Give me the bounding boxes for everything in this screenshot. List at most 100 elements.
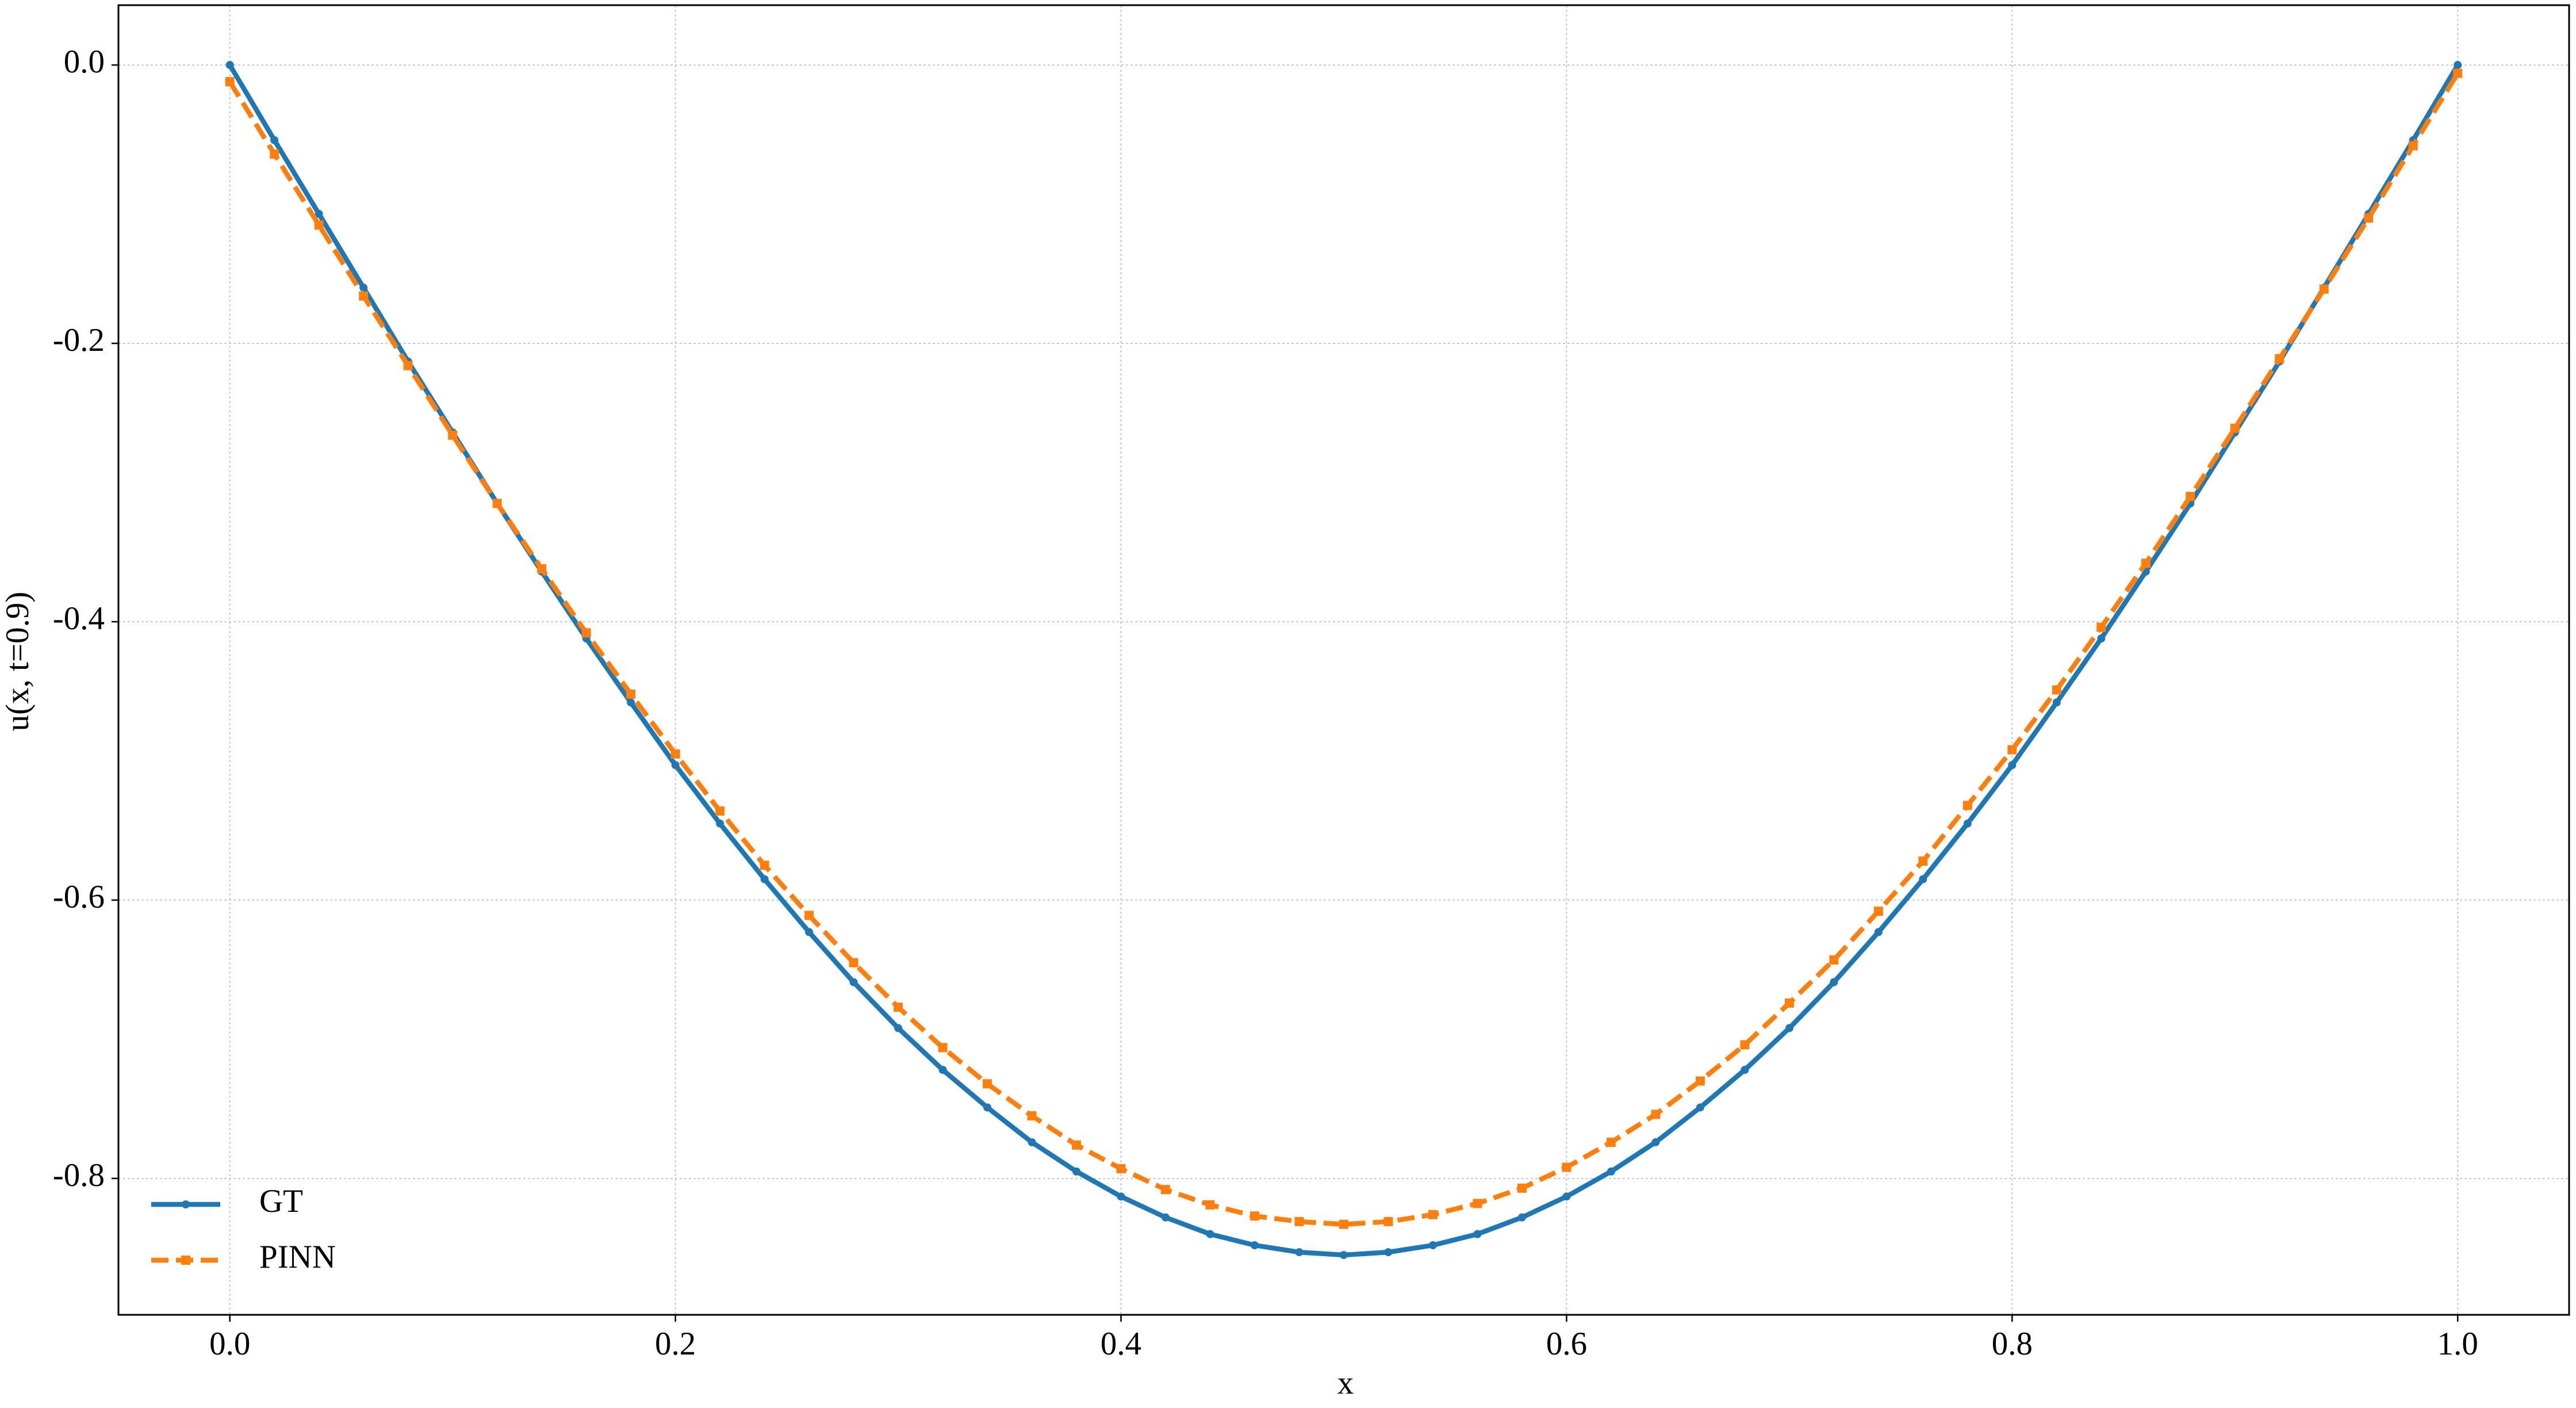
data-point [2230,423,2240,433]
data-point [938,1066,947,1074]
data-point [1383,1216,1393,1226]
data-point [1873,906,1883,916]
legend-marker [181,1256,190,1265]
data-point [1562,1192,1571,1201]
x-tick-label: 0.4 [1101,1326,1141,1362]
data-point [849,978,858,986]
y-axis-label: u(x, t=0.9) [0,592,36,732]
data-point [1785,1024,1793,1032]
data-point [1205,1200,1215,1210]
data-point [716,819,724,828]
data-point [2186,492,2195,502]
data-point [760,860,769,870]
x-tick-label: 0.0 [209,1326,250,1362]
data-point [1651,1138,1660,1146]
data-point [581,628,591,638]
data-point [1829,955,1839,965]
data-point [2141,558,2150,568]
data-point [1072,1167,1081,1176]
data-point [2364,213,2374,223]
data-point [1473,1199,1482,1208]
data-point [2008,761,2017,770]
data-point [1874,928,1883,936]
data-point [670,749,680,759]
y-tick-label: -0.6 [53,879,105,915]
data-point [225,77,235,87]
data-point [1651,1109,1661,1119]
data-point [1428,1241,1437,1250]
data-point [983,1103,992,1112]
data-point [1206,1230,1214,1238]
data-point [2007,745,2017,755]
data-point [983,1079,992,1089]
data-point [314,220,324,230]
data-point [894,1024,903,1032]
series-line [228,72,2460,1227]
data-point [1963,819,1972,828]
data-point [1339,1219,1348,1229]
data-point [1116,1164,1126,1173]
data-point [1473,1230,1482,1238]
legend-label: GT [259,1183,303,1219]
data-point [2096,622,2106,632]
data-point [1027,1111,1037,1120]
data-point [1117,1192,1125,1201]
data-point [894,1003,903,1012]
legend-label: PINN [259,1239,336,1275]
data-point [2275,354,2284,364]
data-point [1162,1213,1170,1222]
data-point [1072,1140,1082,1150]
data-point [403,361,413,370]
data-point [1740,1040,1750,1050]
y-tick-label: -0.4 [53,600,105,637]
data-point [270,149,279,159]
data-point [1919,875,1927,883]
data-point [2319,284,2329,294]
data-point [2052,685,2061,695]
data-point [359,291,369,301]
data-point [1384,1248,1393,1257]
data-point [2453,68,2463,78]
data-point [1250,1211,1260,1221]
data-point [225,61,234,70]
data-point [2408,141,2418,151]
plot-frame [117,4,2570,1316]
data-point [359,284,368,292]
data-point [1428,1210,1438,1219]
legend-marker [182,1200,190,1208]
data-point [1784,998,1794,1008]
data-point [1251,1241,1259,1250]
data-point [1028,1138,1036,1146]
x-tick-label: 0.6 [1546,1326,1587,1362]
y-tick-label: -0.8 [53,1157,105,1193]
data-point [1340,1250,1348,1259]
data-point [760,875,769,883]
data-point [1517,1213,1526,1222]
series-line [228,63,2460,1258]
data-point [1606,1137,1616,1147]
data-point [804,910,814,920]
data-point [715,806,725,816]
data-point [1517,1183,1527,1193]
x-axis-label: x [1337,1365,1354,1401]
data-point [448,430,458,440]
data-point [1294,1216,1304,1226]
data-point [1918,856,1928,866]
data-point [492,499,502,508]
x-tick-label: 1.0 [2437,1326,2478,1362]
data-point [2052,698,2061,707]
data-point [1695,1076,1705,1086]
data-point [270,136,279,144]
data-point [1607,1167,1615,1176]
data-point [626,689,636,699]
data-point [1741,1066,1749,1074]
data-point [805,928,814,936]
data-point [1830,978,1838,986]
data-point [671,761,680,770]
y-tick-label: -0.2 [53,322,105,358]
data-point [1696,1103,1704,1112]
x-tick-label: 0.8 [1992,1326,2033,1362]
x-tick-label: 0.2 [655,1326,696,1362]
data-point [938,1043,948,1053]
